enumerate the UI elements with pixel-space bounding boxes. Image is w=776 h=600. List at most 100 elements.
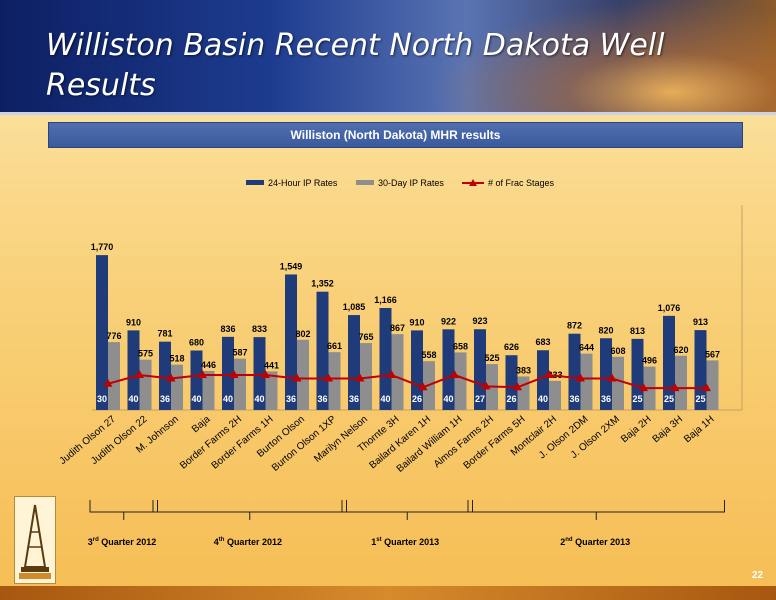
data-label-24hr: 1,166 bbox=[374, 295, 397, 305]
bar-24hr-ip bbox=[505, 355, 518, 410]
frac-stage-marker bbox=[481, 381, 491, 390]
frac-stage-marker bbox=[135, 370, 144, 378]
data-label-24hr: 1,076 bbox=[658, 303, 681, 313]
frac-stage-marker bbox=[103, 378, 113, 387]
data-label-30day: 518 bbox=[169, 354, 184, 364]
data-label-30day: 525 bbox=[484, 353, 499, 363]
bar-24hr-ip bbox=[474, 329, 486, 410]
frac-stage-marker bbox=[450, 370, 459, 378]
data-label-30day: 558 bbox=[421, 350, 436, 360]
bar-30day-ip bbox=[360, 343, 372, 410]
frac-stage-marker bbox=[513, 382, 522, 391]
frac-stage-marker bbox=[387, 370, 396, 378]
data-label-frac-stages: 40 bbox=[223, 394, 233, 404]
bar-24hr-ip bbox=[190, 350, 203, 410]
data-label-frac-stages: 40 bbox=[254, 394, 264, 404]
data-label-30day: 802 bbox=[295, 329, 310, 339]
quarter-brackets bbox=[89, 500, 725, 520]
data-label-24hr: 820 bbox=[598, 325, 613, 335]
data-label-frac-stages: 40 bbox=[128, 394, 138, 404]
data-label-frac-stages: 25 bbox=[695, 394, 705, 404]
bar-30day-ip bbox=[517, 376, 530, 410]
category-label: Baja 2H bbox=[619, 414, 653, 445]
data-label-frac-stages: 36 bbox=[601, 394, 611, 404]
page-number: 22 bbox=[752, 570, 764, 581]
bar-24hr-ip bbox=[442, 329, 455, 410]
bar-30day-ip bbox=[549, 380, 561, 410]
quarter-label: 2nd Quarter 2013 bbox=[560, 537, 631, 547]
category-label: Judith Olson 22 bbox=[89, 414, 150, 467]
frac-stage-marker bbox=[639, 383, 648, 392]
frac-stage-marker bbox=[355, 373, 365, 382]
data-label-30day: 776 bbox=[106, 331, 121, 341]
frac-stage-marker bbox=[292, 373, 302, 382]
data-label-30day: 383 bbox=[516, 365, 531, 375]
data-label-frac-stages: 26 bbox=[506, 394, 516, 404]
data-label-30day: 441 bbox=[264, 360, 279, 370]
data-label-30day: 446 bbox=[201, 360, 216, 370]
bar-24hr-ip bbox=[600, 338, 612, 410]
quarter-bracket bbox=[89, 500, 158, 520]
frac-stage-marker bbox=[670, 383, 680, 392]
legend-label: 24-Hour IP Rates bbox=[268, 178, 338, 188]
bar-24hr-ip bbox=[537, 350, 549, 410]
frac-stage-marker bbox=[702, 383, 711, 392]
legend-marker bbox=[469, 179, 477, 186]
data-label-frac-stages: 40 bbox=[538, 394, 548, 404]
data-label-30day: 496 bbox=[642, 356, 657, 366]
bar-30day-ip bbox=[675, 355, 687, 410]
legend-label: # of Frac Stages bbox=[488, 178, 555, 188]
quarter-bracket bbox=[467, 500, 725, 520]
plot-area: 1,770 776 910 575 781 518 680 446 836 587 833 441 1,… bbox=[91, 205, 743, 411]
data-label-24hr: 872 bbox=[567, 321, 582, 331]
derrick-logo-icon bbox=[14, 496, 56, 584]
frac-stage-marker bbox=[418, 382, 428, 391]
bar-30day-ip bbox=[139, 359, 152, 410]
data-label-frac-stages: 25 bbox=[664, 394, 674, 404]
data-label-24hr: 813 bbox=[630, 326, 645, 336]
data-label-24hr: 923 bbox=[472, 316, 487, 326]
data-label-24hr: 913 bbox=[693, 317, 708, 327]
data-label-30day: 608 bbox=[610, 346, 625, 356]
data-label-24hr: 910 bbox=[126, 317, 141, 327]
bar-30day-ip bbox=[580, 353, 593, 410]
frac-stage-marker bbox=[544, 370, 554, 378]
data-label-frac-stages: 36 bbox=[160, 394, 170, 404]
data-label-24hr: 836 bbox=[220, 324, 235, 334]
bar-24hr-ip bbox=[222, 336, 234, 410]
quarter-label: 4th Quarter 2012 bbox=[213, 537, 282, 547]
data-label-30day: 567 bbox=[705, 349, 720, 359]
frac-stages-line bbox=[107, 373, 707, 390]
data-label-frac-stages: 40 bbox=[380, 394, 390, 404]
data-label-24hr: 922 bbox=[441, 316, 456, 326]
data-label-24hr: 1,085 bbox=[343, 302, 366, 312]
bar-24hr-ip bbox=[285, 274, 297, 410]
data-label-24hr: 626 bbox=[504, 342, 519, 352]
data-label-frac-stages: 36 bbox=[286, 394, 296, 404]
bar-30day-ip bbox=[391, 334, 404, 410]
bar-24hr-ip bbox=[253, 337, 266, 410]
bar-30day-ip bbox=[265, 371, 278, 410]
data-label-frac-stages: 40 bbox=[191, 394, 201, 404]
bar-24hr-ip bbox=[379, 307, 392, 410]
frac-stage-marker bbox=[166, 373, 176, 382]
chart-subtitle: Williston (North Dakota) MHR results bbox=[48, 122, 743, 148]
bar-30day-ip bbox=[171, 364, 183, 410]
category-label: Baja 1H bbox=[682, 414, 716, 445]
quarter-bracket bbox=[341, 500, 473, 520]
data-label-frac-stages: 36 bbox=[349, 394, 359, 404]
data-label-frac-stages: 36 bbox=[317, 394, 327, 404]
data-label-30day: 661 bbox=[327, 341, 342, 351]
legend-swatch bbox=[246, 180, 264, 185]
quarter-bracket bbox=[152, 500, 347, 520]
data-label-30day: 658 bbox=[453, 341, 468, 351]
bar-30day-ip bbox=[234, 358, 246, 410]
data-label-24hr: 683 bbox=[535, 337, 550, 347]
data-label-frac-stages: 30 bbox=[97, 394, 107, 404]
bar-24hr-ip bbox=[127, 330, 140, 410]
data-label-frac-stages: 25 bbox=[632, 394, 642, 404]
data-label-24hr: 1,352 bbox=[311, 279, 334, 289]
data-label-24hr: 910 bbox=[409, 317, 424, 327]
